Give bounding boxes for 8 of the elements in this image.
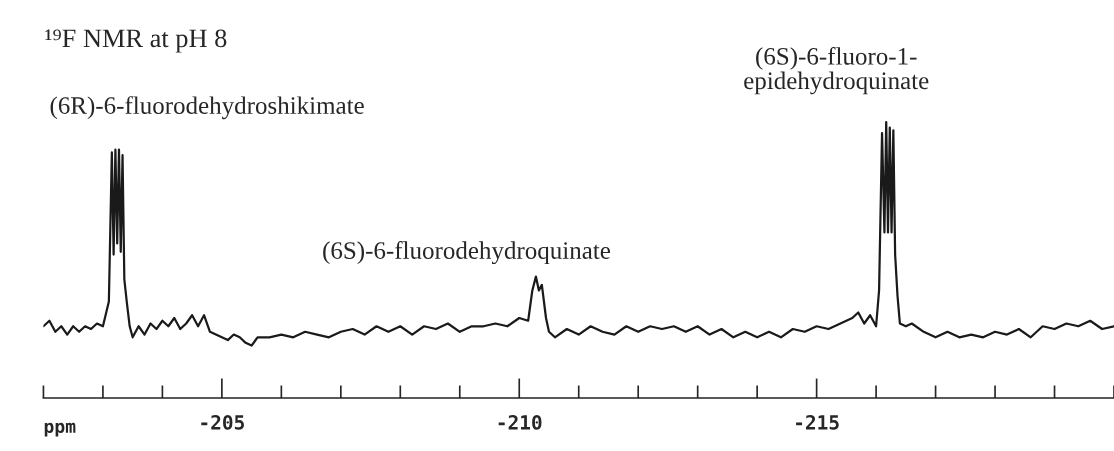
chart-title: ¹⁹F NMR at pH 8 [45,29,227,53]
annotation: (6S)-6-fluoro-1- epidehydroquinate [744,46,929,95]
annotation: (6R)-6-fluorodehydroshikimate [50,96,364,120]
x-axis-title: ppm [44,422,76,437]
x-tick-label: -210 [498,415,542,430]
x-tick-label: -215 [796,415,839,430]
x-tick-label: -205 [201,415,244,430]
annotation: (6S)-6-fluorodehydroquinate [323,241,610,265]
